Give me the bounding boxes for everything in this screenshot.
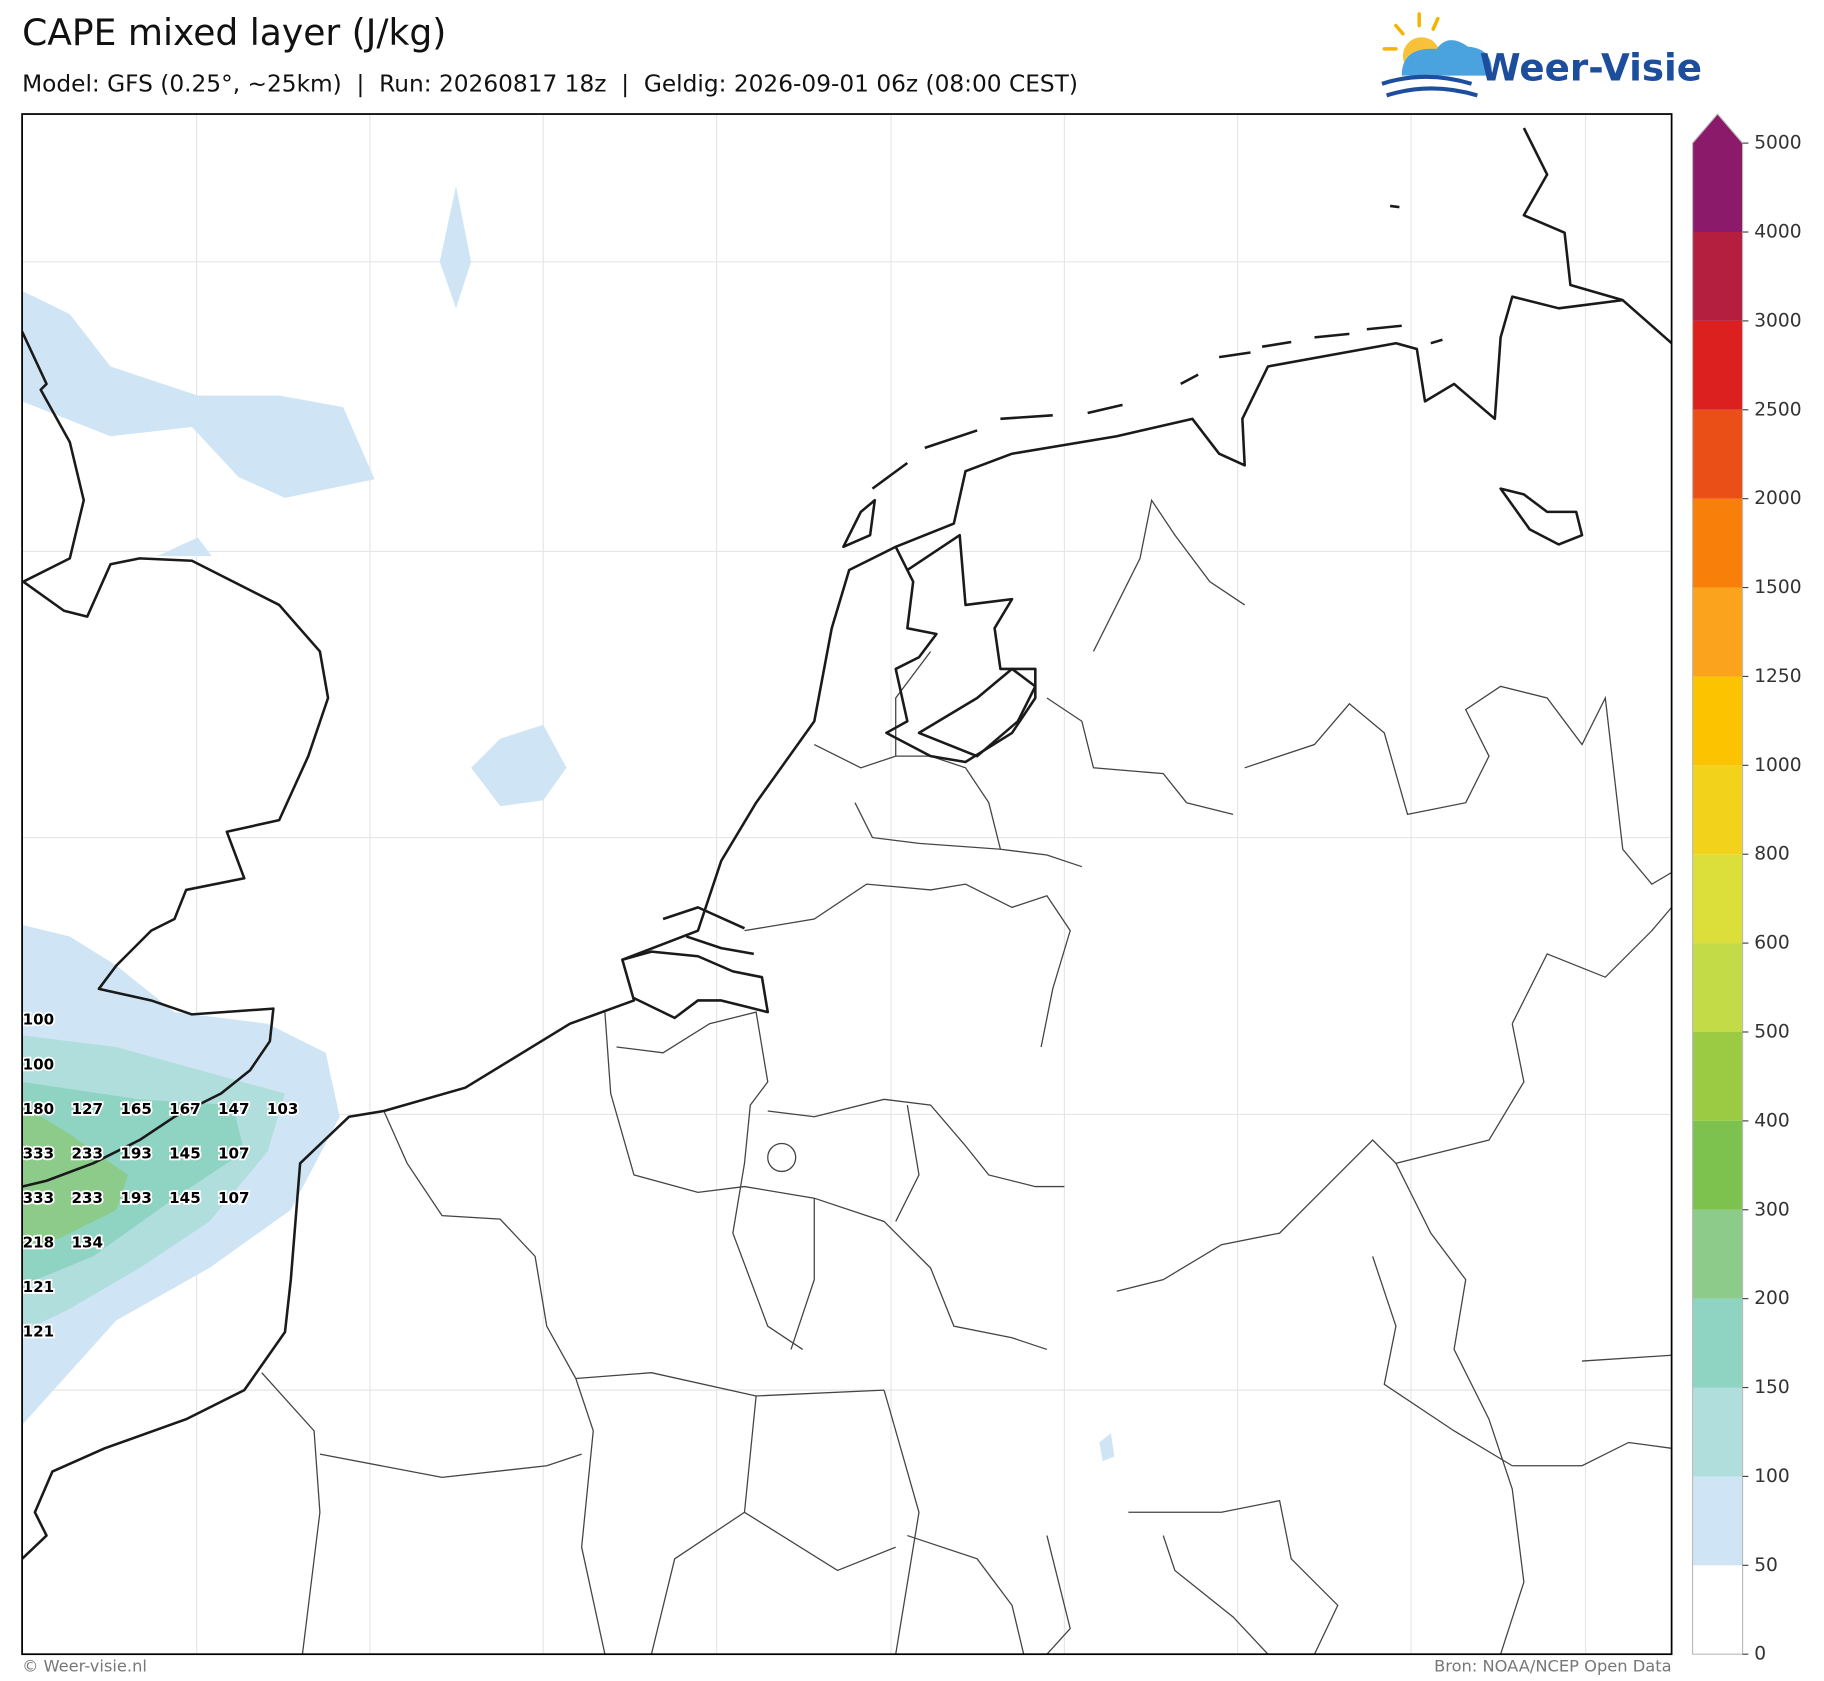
colorbar-tick-label: 600 [1754, 933, 1790, 954]
colorbar-band [1692, 1120, 1743, 1210]
footer-credit: © Weer-visie.nl [22, 1657, 147, 1676]
value-label: 233 [71, 1144, 103, 1162]
colorbar-tick-label: 3000 [1754, 310, 1801, 331]
value-label: 121 [23, 1323, 55, 1341]
value-label: 100 [23, 1011, 55, 1029]
colorbar-tick-label: 100 [1754, 1466, 1790, 1487]
colorbar-tick-label: 2500 [1754, 399, 1801, 420]
colorbar-tick-label: 200 [1754, 1288, 1790, 1309]
value-label: 107 [218, 1189, 250, 1207]
colorbar-band [1692, 1387, 1743, 1477]
value-label: 134 [71, 1233, 103, 1251]
colorbar-band [1692, 854, 1743, 944]
title: CAPE mixed layer (J/kg) [22, 12, 446, 54]
colorbar-band [1692, 765, 1743, 855]
logo-cloud [1401, 40, 1492, 76]
value-label: 333 [23, 1189, 55, 1207]
value-label: 167 [169, 1100, 201, 1118]
colorbar-band [1692, 498, 1743, 588]
borders [261, 498, 1673, 1655]
colorbar-tick-label: 50 [1754, 1555, 1778, 1576]
colorbar-band [1692, 320, 1743, 410]
colorbar-tick-label: 500 [1754, 1021, 1790, 1042]
value-label: 147 [218, 1100, 250, 1118]
value-label: 121 [23, 1278, 55, 1296]
colorbar-tick-label: 0 [1754, 1644, 1766, 1665]
colorbar-outline [1691, 113, 1744, 1655]
footer-source: Bron: NOAA/NCEP Open Data [1434, 1657, 1672, 1676]
logo: Weer-Visie [1381, 12, 1702, 98]
map-frame [21, 113, 1673, 1656]
coastline [20, 127, 1673, 1560]
colorbar-band [1692, 409, 1743, 499]
colorbar-band [1692, 232, 1743, 321]
colorbar: 0 50 100 150 200 300 400 500 600 800 1000 1250 1500 2… [1691, 113, 1802, 1665]
colorbar-tick-label: 1500 [1754, 577, 1801, 598]
value-label: 107 [218, 1144, 250, 1162]
value-label: 103 [267, 1100, 299, 1118]
value-label: 100 [23, 1055, 55, 1073]
colorbar-band [1692, 587, 1743, 677]
logo-text: Weer-Visie [1480, 45, 1702, 89]
value-label: 180 [23, 1100, 55, 1118]
colorbar-band [1692, 943, 1743, 1032]
value-label: 218 [23, 1233, 55, 1251]
subtitle: Model: GFS (0.25°, ~25km) | Run: 2026081… [22, 70, 1078, 97]
value-label: 145 [169, 1189, 201, 1207]
value-label: 333 [23, 1144, 55, 1162]
colorbar-band [1692, 1298, 1743, 1388]
value-labels: 100 100 180 127 165 167 147 103 333 233 193 145 107 3… [21, 1009, 300, 1342]
value-label: 193 [120, 1189, 152, 1207]
colorbar-tick-label: 1250 [1754, 666, 1801, 687]
value-label: 233 [71, 1189, 103, 1207]
colorbar-tick-label: 400 [1754, 1110, 1790, 1131]
value-label: 145 [169, 1144, 201, 1162]
map-area: 100 100 180 127 165 167 147 103 333 233 193 145 107 3… [20, 113, 1673, 1656]
colorbar-tick-label: 1000 [1754, 755, 1801, 776]
colorbar-tick-label: 5000 [1754, 133, 1801, 154]
cape-shading [22, 186, 1115, 1462]
colorbar-band [1692, 676, 1743, 766]
value-label: 193 [120, 1144, 152, 1162]
colorbar-band [1692, 1031, 1743, 1121]
colorbar-tick-label: 300 [1754, 1199, 1790, 1220]
colorbar-tick-label: 150 [1754, 1377, 1790, 1398]
colorbar-extension [1692, 114, 1743, 233]
value-label: 127 [71, 1100, 103, 1118]
colorbar-band [1692, 1209, 1743, 1299]
colorbar-band [1692, 1476, 1743, 1566]
colorbar-tick-label: 4000 [1754, 222, 1801, 243]
colorbar-tick-label: 2000 [1754, 488, 1801, 509]
value-label: 165 [120, 1100, 152, 1118]
colorbar-band [1692, 1565, 1743, 1655]
colorbar-tick-label: 800 [1754, 844, 1790, 865]
